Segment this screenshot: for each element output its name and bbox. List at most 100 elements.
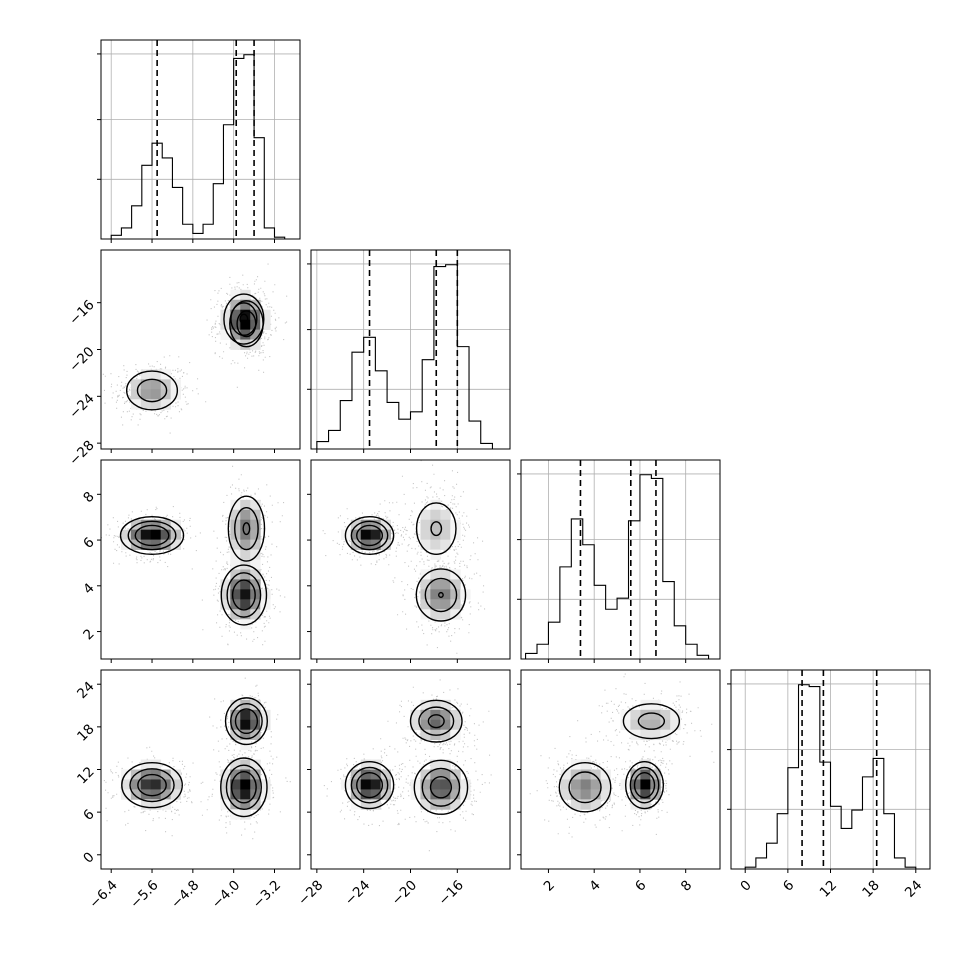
panel-2-0	[97, 459, 301, 663]
density-bin	[420, 799, 431, 810]
density-bin	[560, 779, 572, 790]
panel-2-1	[307, 459, 511, 663]
contour-1-1	[230, 302, 258, 336]
density-bin	[350, 779, 362, 790]
histogram-2	[525, 474, 710, 659]
density-bin	[380, 789, 391, 800]
density-bin	[370, 759, 382, 770]
density-bin	[150, 779, 162, 790]
histogram-3	[744, 684, 917, 869]
scatter-points	[323, 679, 492, 852]
scatter-points	[102, 263, 288, 434]
density-bin	[230, 289, 241, 301]
contour-1-0	[223, 293, 265, 345]
density-bin	[640, 709, 651, 721]
density-bin	[150, 379, 162, 390]
contour-1-0	[558, 762, 612, 813]
density-bin	[440, 729, 451, 741]
density-bin	[120, 529, 132, 540]
x-tick-label-2-1: 4	[586, 877, 603, 894]
density-3-0	[103, 677, 291, 840]
density-bin	[220, 589, 231, 600]
contour-2-1	[430, 521, 443, 537]
density-bin	[240, 509, 251, 521]
density-bin	[450, 779, 461, 790]
density-bin	[370, 529, 382, 540]
density-bin	[590, 799, 601, 810]
density-2-0	[101, 465, 286, 646]
density-bin	[630, 789, 641, 800]
contour-0-2	[134, 524, 170, 547]
density-bin	[170, 789, 181, 800]
density-bin	[250, 549, 261, 560]
contour-0-1	[350, 520, 389, 551]
density-bin	[630, 719, 641, 731]
density-bin	[230, 569, 241, 580]
contour-0-0	[344, 515, 395, 556]
density-bin	[630, 769, 641, 780]
density-bin	[420, 789, 431, 800]
y-tick-label-2-3: 8	[80, 489, 97, 506]
density-bin	[440, 589, 451, 600]
contour-1-2	[230, 771, 257, 804]
density-bin	[240, 539, 251, 550]
panel-3-3	[727, 669, 931, 873]
density-bin	[250, 339, 261, 350]
density-bin	[130, 539, 142, 550]
density-bin	[150, 519, 162, 531]
density-bin	[140, 779, 152, 790]
density-bin	[460, 789, 471, 800]
density-bin	[230, 309, 241, 321]
density-bin	[440, 699, 451, 711]
density-bin	[240, 769, 251, 780]
density-bin	[250, 579, 261, 590]
y-tick-label-1-0: −28	[66, 437, 97, 468]
x-tick-label-0-1: −5.6	[127, 877, 161, 911]
density-bin	[250, 759, 261, 770]
density-bin	[240, 519, 251, 531]
density-3-1	[323, 679, 492, 852]
density-bin	[350, 769, 362, 780]
density-bin	[230, 329, 241, 340]
density-bin	[350, 519, 362, 531]
density-bin	[600, 789, 611, 800]
contour-2-1	[230, 702, 263, 740]
x-tick-label-2-3: 8	[678, 877, 695, 894]
density-bin	[230, 769, 241, 780]
density-bin	[590, 789, 601, 800]
contour-2-1	[418, 706, 455, 736]
density-bin	[430, 539, 441, 550]
density-bin	[120, 779, 132, 790]
density-bin	[650, 699, 661, 711]
density-bin	[250, 699, 261, 711]
density-bin	[450, 609, 461, 620]
density-bin	[260, 709, 271, 721]
density-bin	[370, 789, 382, 800]
density-1-0	[102, 263, 288, 434]
density-bin	[170, 389, 181, 400]
density-bin	[240, 729, 251, 741]
density-bin	[420, 609, 431, 620]
panel-3-1	[307, 669, 511, 873]
contour-2-2	[234, 708, 259, 735]
density-bin	[120, 539, 132, 550]
contour-0-2	[356, 772, 384, 799]
density-bin	[420, 509, 431, 521]
contour-1-2	[231, 579, 256, 611]
density-bin	[220, 319, 231, 330]
density-bin	[350, 529, 362, 540]
density-bin	[650, 719, 661, 731]
density-bin	[230, 759, 241, 770]
density-bin	[150, 799, 162, 810]
density-bin	[440, 519, 451, 531]
density-bin	[420, 579, 431, 590]
density-bin	[250, 499, 261, 511]
density-bin	[420, 699, 431, 711]
density-bin	[450, 599, 461, 610]
panel-frame	[310, 459, 511, 660]
density-bin	[430, 519, 441, 531]
density-bin	[430, 509, 441, 521]
density-bin	[160, 789, 172, 800]
density-bin	[170, 519, 181, 531]
density-bin	[140, 529, 152, 540]
